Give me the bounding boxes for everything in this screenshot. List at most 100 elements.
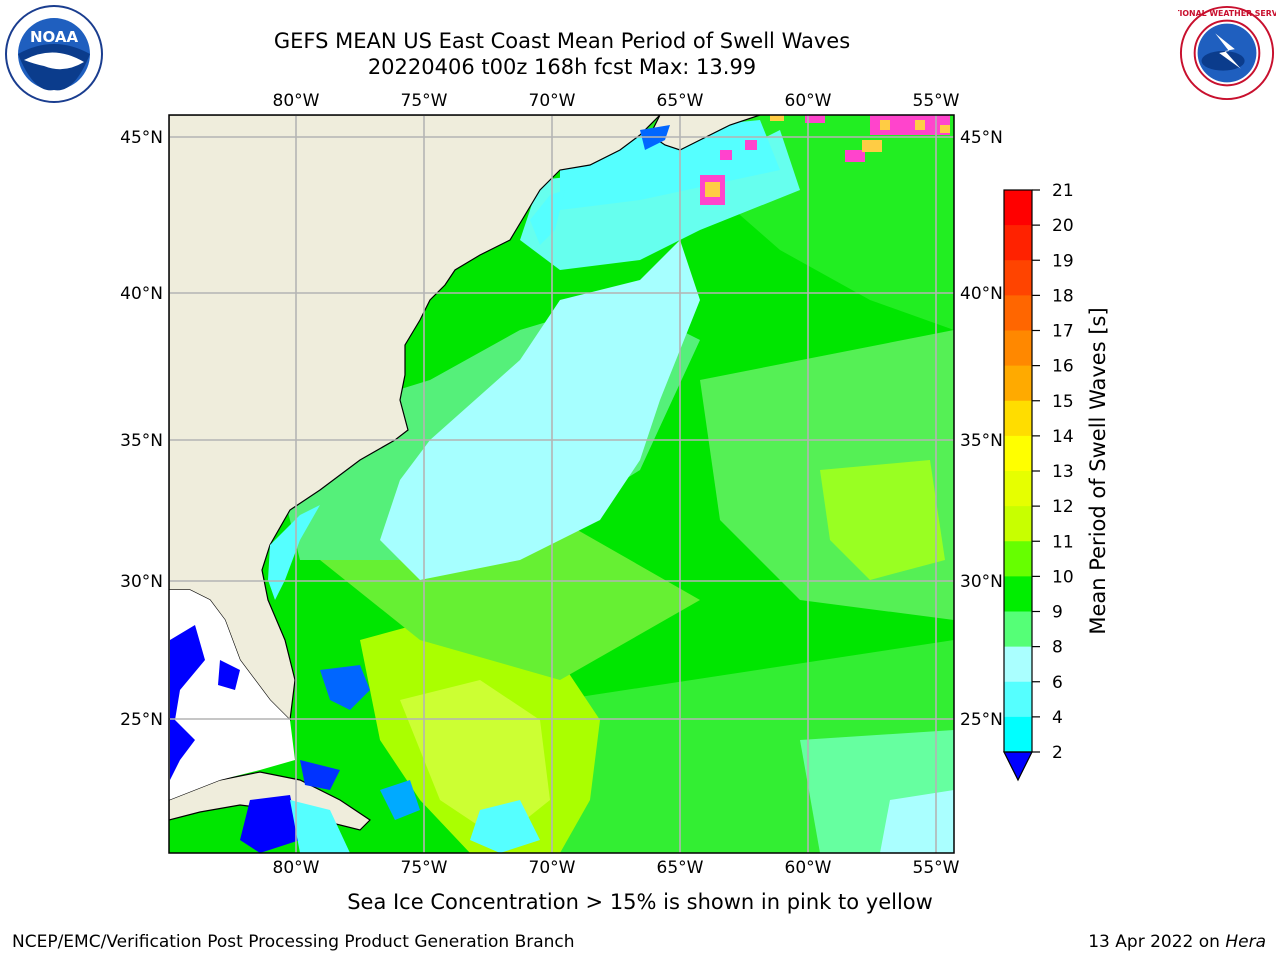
field-region (170, 625, 205, 780)
latitude-label-right: 40°N (960, 284, 1003, 304)
sea-ice-patch (720, 150, 732, 160)
colorbar-tick-label: 2 (1052, 743, 1063, 763)
noaa-logo-text: NOAA (30, 28, 79, 46)
footer-host: Hera (1225, 932, 1266, 952)
sea-ice-patch (880, 120, 890, 130)
latitude-label-right: 45°N (960, 128, 1003, 148)
colorbar-swatch (1004, 471, 1032, 507)
field-region (530, 190, 565, 245)
longitude-label-bottom: 80°W (273, 858, 320, 878)
sea-ice-patch (845, 150, 865, 162)
sea-ice-patch (915, 120, 925, 130)
field-region (380, 780, 420, 820)
colorbar-tick-label: 8 (1052, 638, 1063, 658)
colorbar-swatch (1004, 190, 1032, 226)
colorbar-tick-label: 4 (1052, 708, 1063, 728)
colorbar-swatch (1004, 541, 1032, 577)
colorbar (1003, 189, 1033, 782)
colorbar-tick-label: 20 (1052, 216, 1074, 236)
colorbar-tick-label: 14 (1052, 427, 1074, 447)
colorbar-swatch (1004, 716, 1032, 753)
field-region (820, 460, 945, 580)
sea-ice-note: Sea Ice Concentration > 15% is shown in … (0, 890, 1280, 914)
longitude-label-bottom: 65°W (657, 858, 704, 878)
latitude-labels-right: 45°N 40°N 35°N 30°N 25°N (960, 128, 1003, 730)
colorbar-swatch (1004, 295, 1032, 331)
colorbar-swatch (1004, 260, 1032, 296)
colorbar-tick-label: 9 (1052, 603, 1063, 623)
chart-title: GEFS MEAN US East Coast Mean Period of S… (273, 29, 851, 53)
colorbar-swatch (1004, 225, 1032, 261)
longitude-label-top: 80°W (273, 91, 320, 111)
colorbar-tick-label: 16 (1052, 357, 1074, 377)
colorbar-ticks: 21 20 19 18 17 16 15 14 13 12 11 10 9 8 6 4 2 (1032, 181, 1074, 763)
colorbar-swatch (1004, 330, 1032, 367)
sea-ice-note-text: Sea Ice Concentration > 15% is shown in … (347, 890, 933, 914)
longitude-labels-bottom: 80°W 75°W 70°W 65°W 60°W 55°W (273, 858, 960, 878)
sea-ice-patch (805, 115, 825, 123)
colorbar-label: Mean Period of Swell Waves [s] (1086, 307, 1110, 634)
footer-credit: NCEP/EMC/Verification Post Processing Pr… (12, 932, 575, 952)
sea-ice-patch (940, 125, 950, 133)
nws-logo-icon: NATIONAL WEATHER SERVICE (1178, 5, 1276, 101)
footer-date: 13 Apr 2022 on Hera (1088, 932, 1266, 952)
colorbar-tick-label: 15 (1052, 392, 1074, 412)
colorbar-swatch (1004, 400, 1032, 437)
longitude-label-bottom: 70°W (529, 858, 576, 878)
colorbar-tick-label: 19 (1052, 251, 1074, 271)
nws-logo-text: NATIONAL WEATHER SERVICE (1178, 9, 1276, 18)
field-region (470, 800, 540, 853)
longitude-label-top: 70°W (529, 91, 576, 111)
latitude-label-left: 30°N (120, 572, 163, 592)
colorbar-tick-label: 11 (1052, 532, 1074, 552)
latitude-label-left: 45°N (120, 128, 163, 148)
map-frame (168, 114, 955, 854)
noaa-logo-icon: NOAA (5, 5, 103, 103)
field-region (380, 240, 700, 580)
latitude-labels-left: 45°N 40°N 35°N 30°N 25°N (120, 128, 163, 730)
field-region (320, 665, 370, 710)
latitude-label-left: 40°N (120, 284, 163, 304)
field-region (240, 795, 300, 853)
map-field (169, 115, 954, 853)
chart-subtitle: 20220406 t00z 168h fcst Max: 13.99 (367, 55, 757, 79)
colorbar-tick-label: 18 (1052, 286, 1074, 306)
colorbar-swatch (1004, 576, 1032, 612)
colorbar-tick-label: 17 (1052, 322, 1074, 342)
sea-ice-patch (705, 182, 720, 197)
field-region (218, 660, 240, 690)
field-region (300, 760, 340, 790)
gulf-no-data (169, 590, 295, 800)
colorbar-swatch (1004, 646, 1032, 683)
longitude-label-bottom: 60°W (785, 858, 832, 878)
colorbar-swatch (1004, 435, 1032, 472)
colorbar-swatch (1004, 681, 1032, 718)
colorbar-tick-label: 10 (1052, 567, 1074, 587)
graticule (169, 115, 954, 853)
colorbar-swatch (1004, 365, 1032, 402)
longitude-label-top: 65°W (657, 91, 704, 111)
longitude-label-top: 75°W (401, 91, 448, 111)
footer-date-text: 13 Apr 2022 on (1088, 932, 1226, 952)
latitude-label-right: 30°N (960, 572, 1003, 592)
latitude-label-right: 35°N (960, 431, 1003, 451)
longitude-label-top: 60°W (785, 91, 832, 111)
colorbar-swatch (1004, 506, 1032, 542)
colorbar-tick-label: 6 (1052, 673, 1063, 693)
sea-ice-patch (862, 140, 882, 152)
colorbar-extend-arrow (1003, 751, 1033, 782)
latitude-label-left: 35°N (120, 431, 163, 451)
sea-ice-patch (770, 115, 784, 121)
latitude-label-left: 25°N (120, 710, 163, 730)
longitude-label-bottom: 75°W (401, 858, 448, 878)
longitude-label-top: 55°W (913, 91, 960, 111)
colorbar-tick-label: 21 (1052, 181, 1074, 201)
field-region (400, 680, 550, 840)
field-region (268, 505, 320, 600)
colorbar-swatch (1004, 611, 1032, 648)
sea-ice-patch (745, 140, 757, 150)
colorbar-tick-label: 12 (1052, 497, 1074, 517)
field-region (290, 800, 350, 853)
latitude-label-right: 25°N (960, 710, 1003, 730)
